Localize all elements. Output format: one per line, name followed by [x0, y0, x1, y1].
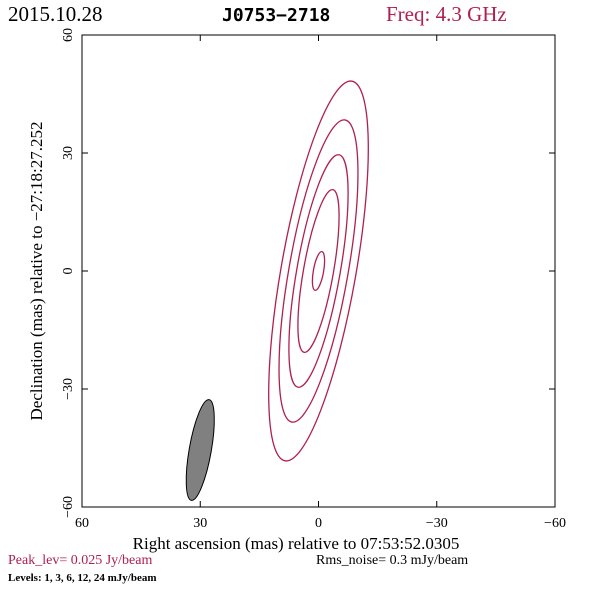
contour-level-6	[288, 154, 349, 388]
y-tick-label: −30	[61, 378, 76, 400]
y-axis-title: Declination (mas) relative to −27:18:27.…	[27, 122, 46, 421]
y-tick-labels: −60 −30 0 30 60	[61, 28, 76, 518]
x-tick-label: −60	[544, 516, 566, 531]
y-tick-label: −60	[61, 496, 76, 518]
y-tick-label: 30	[61, 146, 76, 160]
x-tick-label: 30	[193, 516, 207, 531]
rms-noise: Rms_noise= 0.3 mJy/beam	[316, 553, 469, 568]
contour-level-24	[311, 250, 326, 292]
plot-frame	[81, 34, 556, 508]
contour-level-3	[278, 119, 359, 423]
frequency-label: Freq: 4.3 GHz	[386, 2, 507, 26]
beam-ellipse	[185, 399, 215, 501]
x-tick-labels: 60 30 0 −30 −60	[75, 516, 566, 531]
axis-ticks	[81, 34, 556, 508]
x-tick-label: 60	[75, 516, 89, 531]
contour-group	[268, 80, 369, 462]
y-tick-label: 0	[61, 268, 76, 275]
source-name: J0753−2718	[222, 5, 331, 26]
x-axis-title: Right ascension (mas) relative to 07:53:…	[133, 534, 460, 553]
contour-level-12	[297, 188, 340, 354]
contour-level-1	[268, 80, 369, 462]
beam-group	[185, 399, 215, 501]
x-tick-label: −30	[426, 516, 448, 531]
x-tick-label: 0	[315, 516, 322, 531]
y-tick-label: 60	[61, 28, 76, 42]
contour-levels: Levels: 1, 3, 6, 12, 24 mJy/beam	[8, 572, 157, 584]
observation-date: 2015.10.28	[8, 2, 103, 26]
peak-level: Peak_lev= 0.025 Jy/beam	[8, 553, 153, 568]
